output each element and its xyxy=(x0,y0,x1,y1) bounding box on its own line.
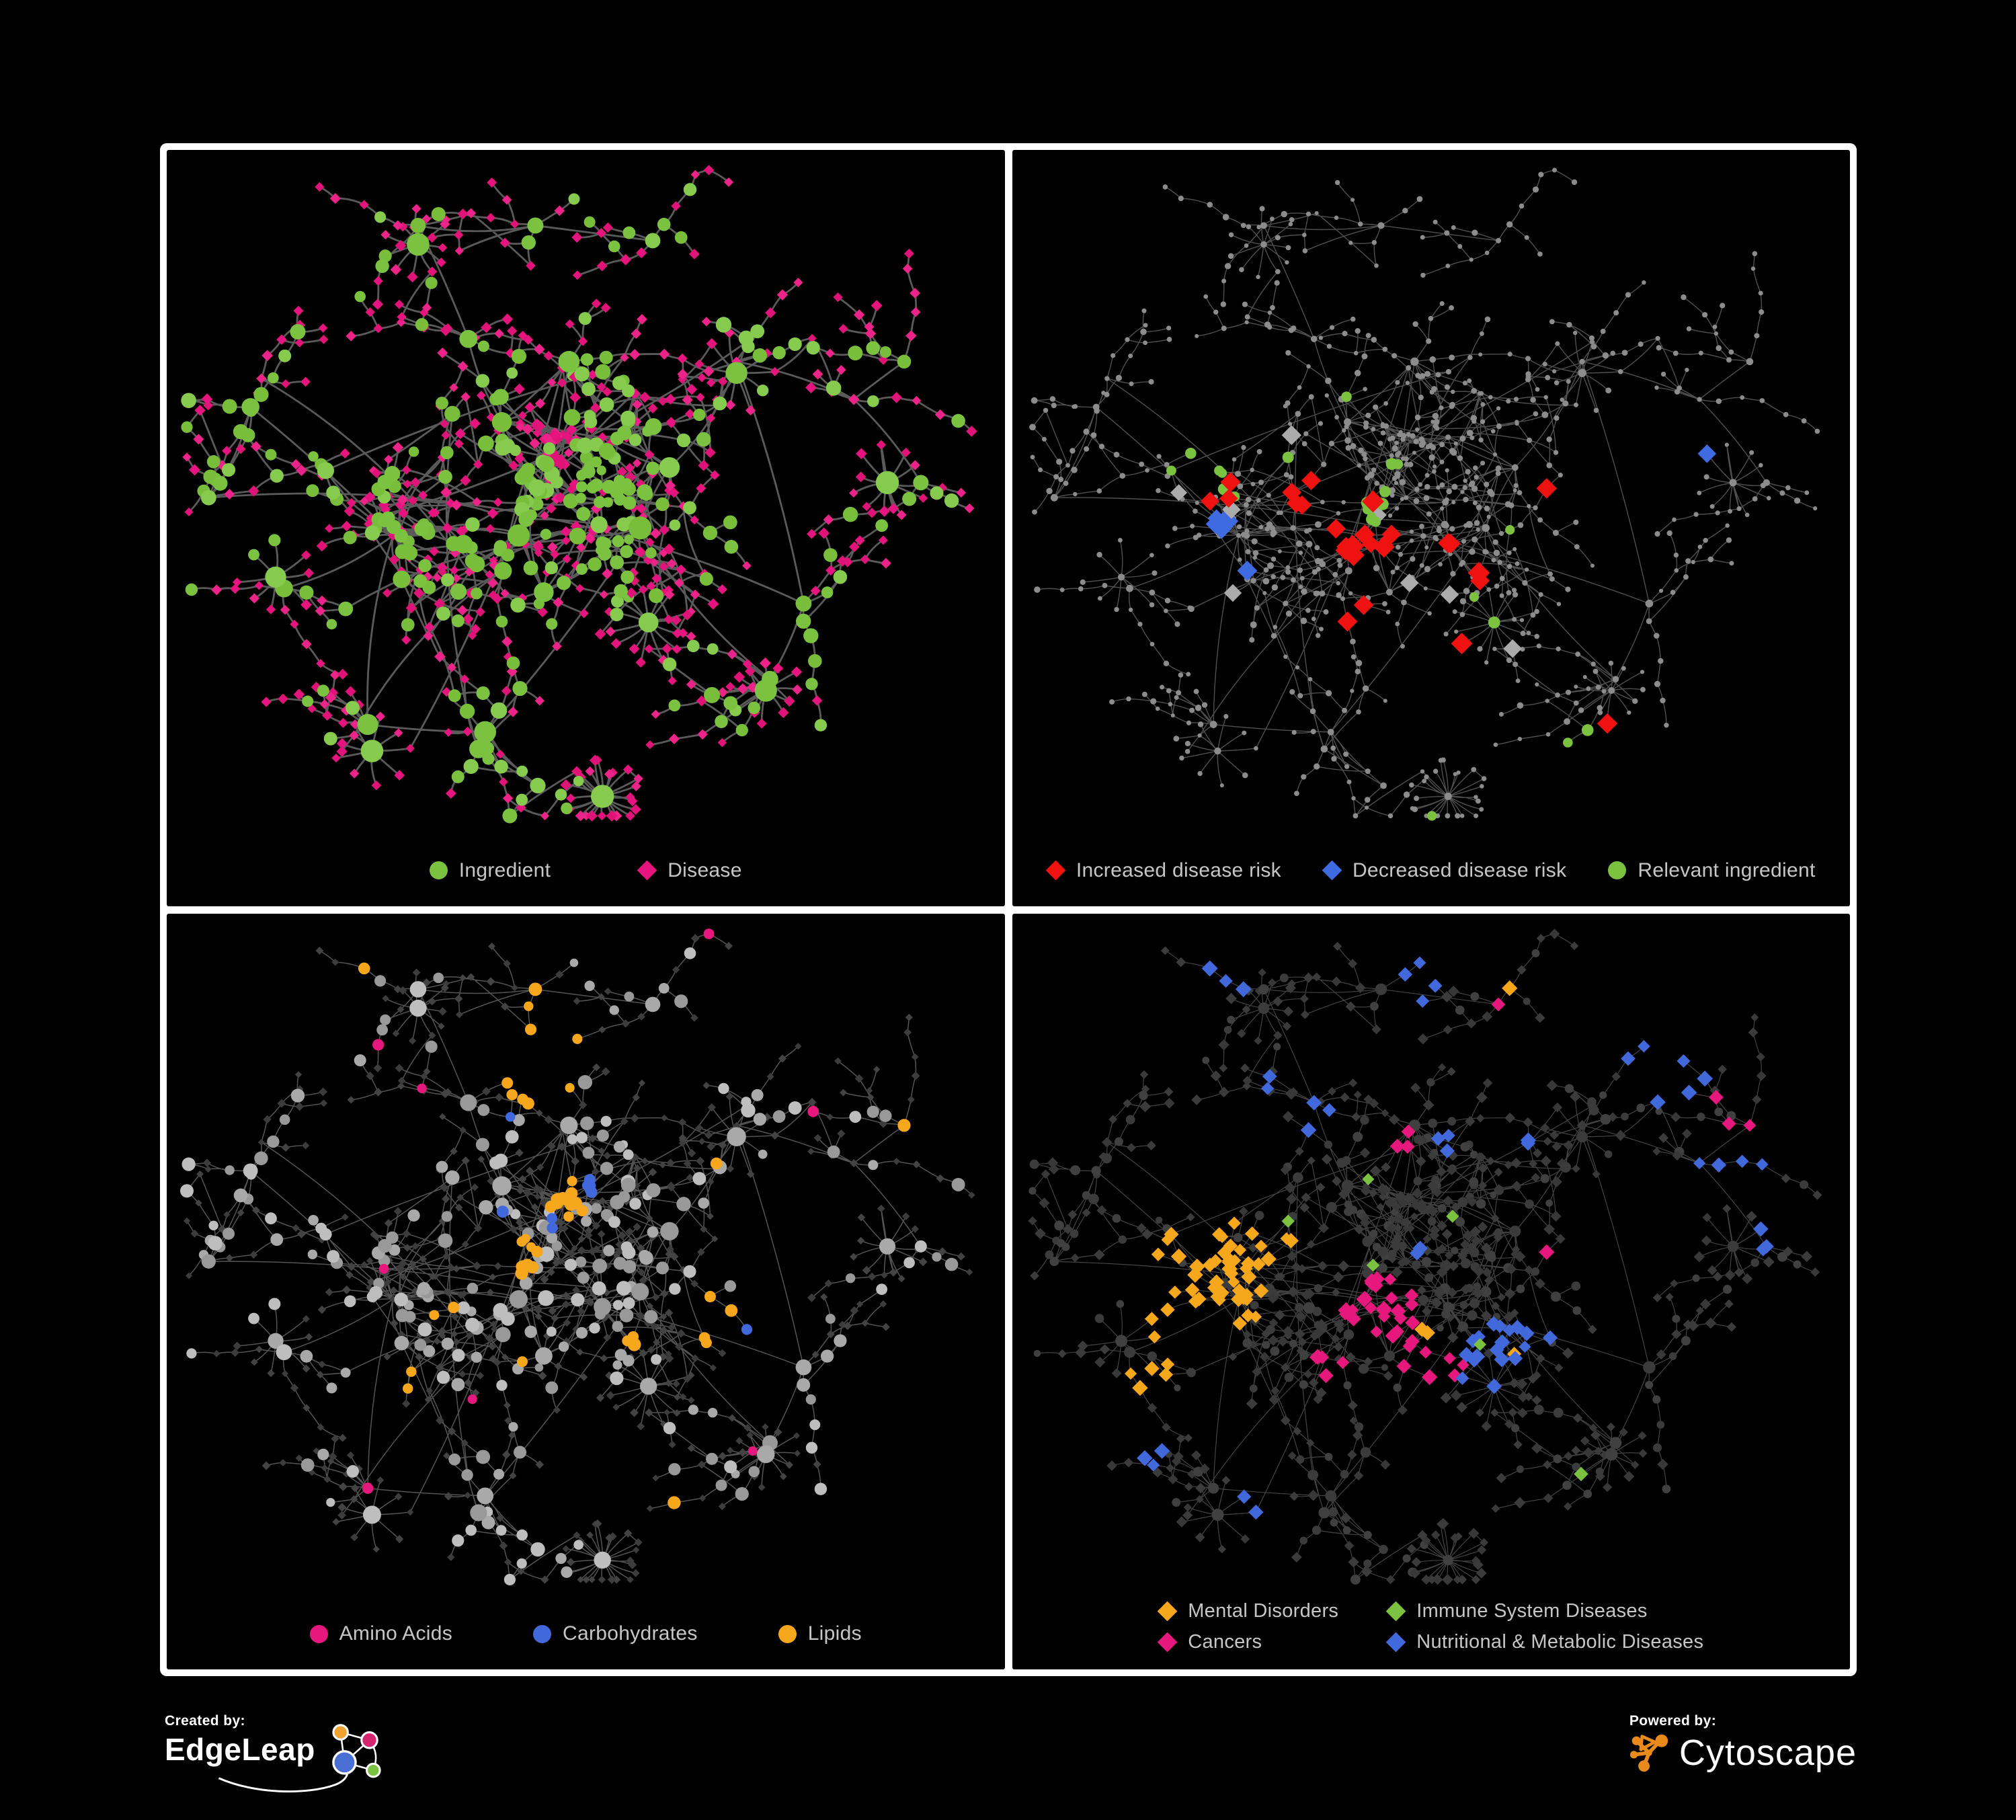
legend-label: Nutritional & Metabolic Diseases xyxy=(1416,1631,1704,1653)
ingredient-swatch-icon xyxy=(429,861,448,879)
highlighted-nodes-layer xyxy=(358,928,911,1509)
legend-item: Cancers xyxy=(1157,1631,1338,1653)
highlighted-nodes-layer xyxy=(378,456,634,569)
disease-risk-network-graph xyxy=(1029,167,1820,821)
increased-risk-swatch-icon xyxy=(1045,860,1066,881)
lipids-swatch-icon xyxy=(778,1624,797,1643)
legend-label: Relevant ingredient xyxy=(1638,859,1816,881)
created-by-label: Created by: xyxy=(165,1713,245,1729)
legend-label: Disease xyxy=(668,859,742,881)
powered-by-block: Powered by: Cytoscape xyxy=(1629,1713,1857,1774)
ingredient-disease-network-graph xyxy=(181,165,977,824)
legend-label: Increased disease risk xyxy=(1076,859,1281,881)
legend-label: Cancers xyxy=(1188,1631,1262,1653)
legend-label: Mental Disorders xyxy=(1188,1600,1339,1622)
cytoscape-logo-icon xyxy=(1629,1734,1668,1772)
legend-label: Decreased disease risk xyxy=(1352,859,1567,881)
panel-disease-category: Mental Disorders Immune System Diseases … xyxy=(1012,913,1851,1669)
highlighted-nodes-layer xyxy=(1124,956,1774,1519)
panel-nutrient-class: Amino Acids Carbohydrates Lipids xyxy=(167,913,1005,1669)
edgeleap-logo-icon xyxy=(218,1724,381,1793)
legend-item: Mental Disorders xyxy=(1157,1600,1339,1622)
cytoscape-logo-text: Cytoscape xyxy=(1679,1733,1857,1773)
created-by-block: Created by: EdgeLeap xyxy=(165,1713,396,1797)
legend-item: Increased disease risk xyxy=(1045,859,1281,882)
panel-ingredient-disease: Ingredient Disease xyxy=(167,150,1005,906)
legend-item: Lipids xyxy=(778,1622,862,1645)
disease-risk-legend: Increased disease risk Decreased disease… xyxy=(1012,859,1851,882)
legend-item: Decreased disease risk xyxy=(1322,859,1567,882)
panel-grid: Ingredient Disease Increased disease ris… xyxy=(160,143,1857,1676)
legend-item: Immune System Diseases xyxy=(1385,1600,1703,1622)
legend-item: Relevant ingredient xyxy=(1608,859,1815,882)
cancers-swatch-icon xyxy=(1157,1632,1178,1653)
immune-system-diseases-swatch-icon xyxy=(1385,1601,1406,1622)
disease-category-network-graph xyxy=(1027,928,1822,1585)
carbohydrates-swatch-icon xyxy=(533,1624,551,1643)
legend-item: Nutritional & Metabolic Diseases xyxy=(1385,1631,1704,1653)
edgeleap-logo-text: EdgeLeap xyxy=(165,1732,315,1767)
ingredient-disease-legend: Ingredient Disease xyxy=(167,859,1005,882)
legend-label: Lipids xyxy=(807,1622,862,1645)
relevant-ingredient-swatch-icon xyxy=(1608,861,1627,879)
legend-item: Carbohydrates xyxy=(533,1622,698,1645)
cytoscape-brand-row: Cytoscape xyxy=(1629,1732,1857,1774)
legend-label: Amino Acids xyxy=(339,1622,452,1645)
legend-item: Disease xyxy=(637,859,742,882)
powered-by-label: Powered by: xyxy=(1629,1713,1717,1729)
legend-label: Carbohydrates xyxy=(563,1622,698,1645)
highlighted-nodes-layer xyxy=(1166,391,1716,821)
base-nodes-layer xyxy=(1027,928,1822,1585)
decreased-risk-swatch-icon xyxy=(1322,860,1342,881)
base-nodes-layer xyxy=(180,933,975,1585)
nutritional-metabolic-diseases-swatch-icon xyxy=(1385,1632,1406,1653)
panel-disease-risk: Increased disease risk Decreased disease… xyxy=(1012,150,1851,906)
base-nodes-layer xyxy=(1029,167,1820,819)
legend-item: Ingredient xyxy=(429,859,551,882)
disease-swatch-icon xyxy=(637,860,657,881)
legend-item: Amino Acids xyxy=(309,1622,452,1645)
amino-acids-swatch-icon xyxy=(309,1624,328,1643)
edgeleap-brand-row: EdgeLeap xyxy=(165,1724,396,1797)
legend-label: Ingredient xyxy=(458,859,551,881)
mental-disorders-swatch-icon xyxy=(1157,1601,1178,1622)
nutrient-class-network-graph xyxy=(180,928,975,1585)
disease-category-legend: Mental Disorders Immune System Diseases … xyxy=(1012,1600,1851,1653)
nutrient-class-legend: Amino Acids Carbohydrates Lipids xyxy=(167,1622,1005,1645)
legend-label: Immune System Diseases xyxy=(1416,1600,1648,1622)
